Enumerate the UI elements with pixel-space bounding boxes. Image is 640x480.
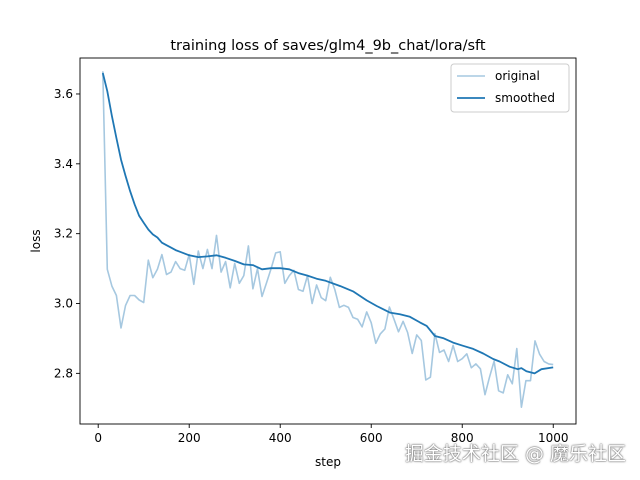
y-tick-label: 3.2 [54,227,73,241]
x-axis-label: step [315,455,341,469]
y-tick-label: 2.8 [54,366,73,380]
x-tick-label: 600 [360,431,383,445]
y-tick-label: 3.0 [54,297,73,311]
x-tick-label: 0 [94,431,102,445]
axes: 0 200 400 600 800 1000 2.8 3.0 3.2 3.4 3.6 [54,57,577,445]
plot-area [101,71,554,409]
legend: original smoothed [450,63,570,113]
x-tick-label: 200 [178,431,201,445]
y-tick-label: 3.6 [54,87,73,101]
series-line-original [102,71,554,409]
legend-label-smoothed: smoothed [495,91,555,105]
y-axis-label: loss [29,229,43,252]
x-tick-label: 800 [451,431,474,445]
chart-title: training loss of saves/glm4_9b_chat/lora… [170,38,486,54]
legend-label-original: original [495,69,540,83]
series-line-smoothed [101,72,554,375]
x-tick-label: 400 [269,431,292,445]
x-tick-label: 1000 [538,431,569,445]
watermark: 掘金技术社区 @ 魔乐社区 [404,443,626,465]
y-tick-label: 3.4 [54,157,73,171]
axes-frame [79,57,577,425]
